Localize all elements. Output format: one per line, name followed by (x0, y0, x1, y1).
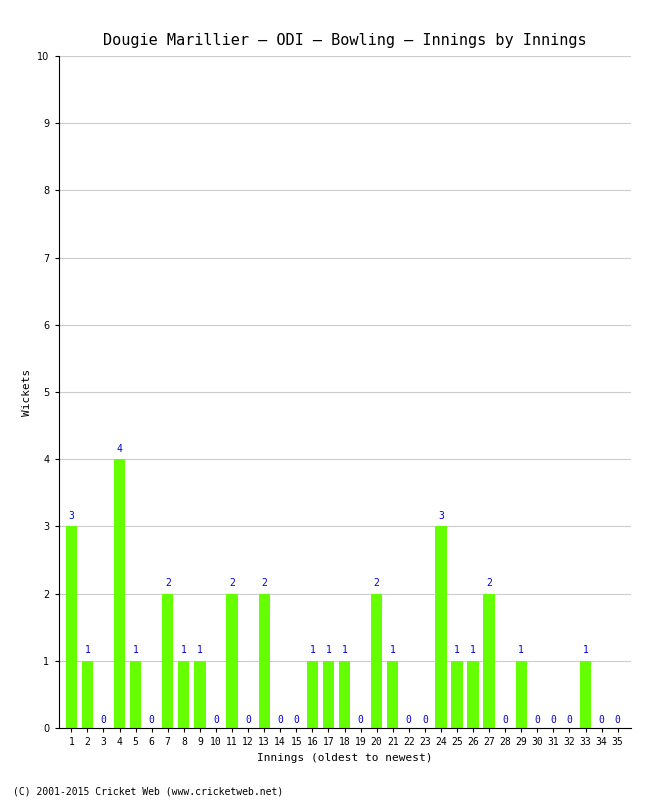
Bar (307, 661, 318, 728)
Bar (259, 594, 270, 728)
Text: 0: 0 (101, 714, 107, 725)
Text: 4: 4 (116, 444, 122, 454)
Bar (194, 661, 205, 728)
Bar (130, 661, 141, 728)
Bar (178, 661, 189, 728)
Text: 0: 0 (358, 714, 363, 725)
Text: 0: 0 (534, 714, 540, 725)
Bar (387, 661, 398, 728)
Bar (82, 661, 93, 728)
Bar (114, 459, 125, 728)
Text: 2: 2 (229, 578, 235, 588)
Text: 1: 1 (181, 646, 187, 655)
Text: 1: 1 (470, 646, 476, 655)
Bar (451, 661, 463, 728)
Text: 2: 2 (374, 578, 380, 588)
Text: 0: 0 (551, 714, 556, 725)
Bar (580, 661, 591, 728)
Text: 0: 0 (502, 714, 508, 725)
Text: 2: 2 (165, 578, 171, 588)
Y-axis label: Wickets: Wickets (21, 368, 32, 416)
Text: 2: 2 (486, 578, 492, 588)
Text: 1: 1 (133, 646, 138, 655)
Text: (C) 2001-2015 Cricket Web (www.cricketweb.net): (C) 2001-2015 Cricket Web (www.cricketwe… (13, 786, 283, 796)
Title: Dougie Marillier – ODI – Bowling – Innings by Innings: Dougie Marillier – ODI – Bowling – Innin… (103, 33, 586, 48)
Text: 0: 0 (278, 714, 283, 725)
Text: 0: 0 (422, 714, 428, 725)
Bar (323, 661, 334, 728)
Text: 0: 0 (213, 714, 219, 725)
Bar (371, 594, 382, 728)
Text: 0: 0 (406, 714, 411, 725)
Text: 0: 0 (293, 714, 299, 725)
Bar (226, 594, 238, 728)
Text: 1: 1 (197, 646, 203, 655)
Text: 1: 1 (326, 646, 332, 655)
Text: 1: 1 (341, 646, 348, 655)
Text: 0: 0 (615, 714, 621, 725)
Bar (484, 594, 495, 728)
Text: 0: 0 (599, 714, 604, 725)
Text: 0: 0 (149, 714, 155, 725)
Bar (467, 661, 478, 728)
Bar (162, 594, 174, 728)
Bar (339, 661, 350, 728)
Bar (515, 661, 527, 728)
Text: 0: 0 (567, 714, 573, 725)
Text: 1: 1 (309, 646, 315, 655)
Text: 1: 1 (390, 646, 396, 655)
Text: 3: 3 (68, 511, 74, 521)
Text: 1: 1 (582, 646, 588, 655)
Bar (66, 526, 77, 728)
X-axis label: Innings (oldest to newest): Innings (oldest to newest) (257, 753, 432, 762)
Text: 1: 1 (454, 646, 460, 655)
Text: 1: 1 (518, 646, 524, 655)
Text: 3: 3 (438, 511, 444, 521)
Text: 2: 2 (261, 578, 267, 588)
Text: 1: 1 (84, 646, 90, 655)
Text: 0: 0 (245, 714, 251, 725)
Bar (436, 526, 447, 728)
